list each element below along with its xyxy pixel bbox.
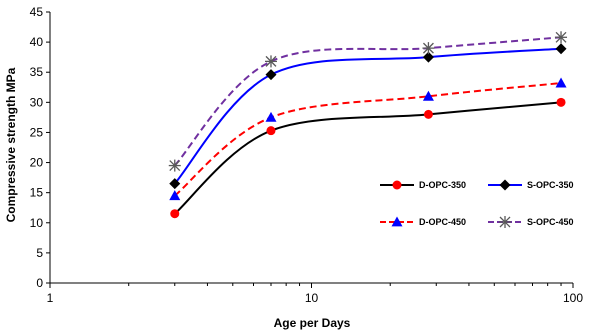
- legend-label-d-opc-450: D-OPC-450: [419, 217, 466, 227]
- data-point-s-opc-450: [168, 159, 181, 172]
- data-point-s-opc-350: [265, 69, 277, 81]
- legend-marker-s-opc-450: [499, 216, 511, 228]
- data-point-d-opc-350: [423, 109, 433, 119]
- y-tick-label: 40: [30, 35, 44, 49]
- data-point-d-opc-450: [265, 111, 277, 122]
- series-markers: [168, 31, 568, 219]
- series-line-d-opc-350: [174, 101, 562, 215]
- y-tick-labels: 0 5 10 15 20 25 30 35 40 45: [30, 5, 44, 290]
- legend-marker-d-opc-450: [391, 216, 403, 227]
- y-tick-label: 25: [30, 125, 44, 139]
- y-axis-title: Compressive strength MPa: [4, 67, 18, 222]
- y-tick-label: 10: [30, 216, 44, 230]
- data-point-d-opc-350: [556, 97, 566, 107]
- series-line-d-opc-450: [174, 82, 562, 197]
- x-tick-label: 100: [563, 291, 583, 305]
- data-point-s-opc-350: [169, 178, 181, 190]
- y-tick-label: 45: [30, 5, 44, 19]
- data-point-s-opc-450: [264, 55, 277, 68]
- y-tick-label: 0: [36, 276, 43, 290]
- data-point-s-opc-350: [555, 43, 567, 55]
- legend: D-OPC-350 S-OPC-350 D-OPC-450 S-OPC-450: [380, 179, 574, 228]
- y-tick-label: 20: [30, 156, 44, 170]
- data-point-d-opc-350: [170, 209, 180, 219]
- legend-label-d-opc-350: D-OPC-350: [419, 180, 466, 190]
- data-point-s-opc-450: [555, 31, 568, 44]
- y-tick-label: 35: [30, 65, 44, 79]
- legend-label-s-opc-350: S-OPC-350: [527, 180, 574, 190]
- y-tick-label: 15: [30, 186, 44, 200]
- y-tick-label: 30: [30, 95, 44, 109]
- x-tick-labels: 1 10 100: [47, 291, 584, 305]
- legend-marker-d-opc-350: [392, 180, 402, 190]
- series-lines: [174, 36, 562, 215]
- data-point-s-opc-450: [422, 42, 435, 55]
- axes: [46, 11, 574, 288]
- x-axis-title: Age per Days: [274, 316, 351, 330]
- data-point-d-opc-450: [169, 190, 181, 201]
- data-point-d-opc-450: [555, 77, 567, 88]
- series-line-s-opc-450: [174, 36, 562, 167]
- data-point-d-opc-350: [266, 126, 276, 136]
- x-tick-label: 1: [47, 291, 54, 305]
- legend-marker-s-opc-350: [499, 179, 511, 191]
- data-point-d-opc-450: [422, 90, 434, 101]
- y-tick-label: 5: [36, 246, 43, 260]
- legend-label-s-opc-450: S-OPC-450: [527, 217, 574, 227]
- x-tick-label: 10: [305, 291, 319, 305]
- series-line-s-opc-350: [174, 47, 562, 185]
- data-point-s-opc-350: [422, 51, 434, 63]
